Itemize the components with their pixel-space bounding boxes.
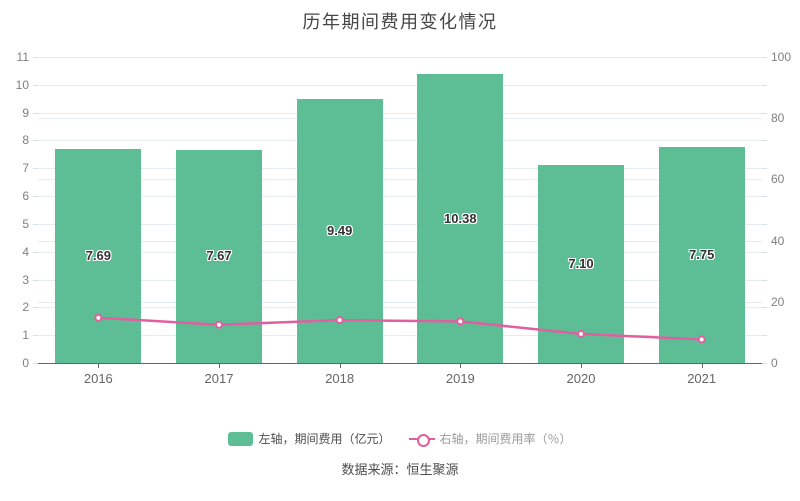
left-axis-tick (33, 168, 38, 170)
gridline-right-axis (38, 179, 762, 181)
gridline-left-axis (38, 196, 762, 198)
left-axis-tick (33, 84, 38, 86)
x-axis-tick (460, 363, 462, 368)
gridline-left-axis (38, 251, 762, 253)
gridline-left-axis (38, 335, 762, 337)
rate-point-2016 (94, 313, 103, 322)
left-axis-tick (33, 196, 38, 198)
right-axis-label: 0 (771, 356, 778, 370)
bar-series-swatch-icon (228, 432, 254, 446)
right-axis-tick (762, 196, 767, 198)
left-axis-label: 6 (22, 189, 29, 204)
gridline-right-axis (38, 301, 762, 303)
x-axis-label-2018: 2018 (325, 371, 355, 386)
bar-value-label: 10.38 (444, 210, 477, 226)
left-axis-label: 9 (22, 105, 29, 120)
left-axis-label: 11 (16, 50, 29, 64)
rate-point-2020 (577, 329, 585, 338)
gridline-left-axis (38, 140, 762, 142)
legend-label-bar-series: 左轴，期间费用（亿元） (258, 432, 391, 446)
data-source: 数据来源：恒生聚源 (341, 462, 459, 477)
right-axis-tick (762, 363, 767, 364)
bar-value-label: 7.75 (689, 247, 715, 263)
gridline-left-axis (38, 112, 762, 114)
x-axis-tick (219, 363, 220, 368)
x-axis-tick (98, 363, 100, 368)
right-axis-tick (762, 57, 767, 58)
bar-value-label: 9.49 (327, 223, 353, 238)
left-axis-label: 8 (22, 133, 29, 148)
gridline-right-axis (38, 57, 762, 58)
bar-value-label: 7.10 (568, 256, 594, 272)
rate-point-2021 (697, 335, 706, 344)
gridline-right-axis (38, 118, 762, 120)
bar-2019 (417, 74, 504, 363)
bar-value-label: 7.69 (85, 248, 111, 264)
rate-point-2017 (215, 320, 223, 329)
left-axis-label: 2 (22, 300, 29, 315)
x-axis-tick (701, 363, 703, 368)
right-axis-tick (762, 140, 767, 142)
right-axis-tick (762, 112, 767, 114)
left-axis-tick (33, 279, 38, 281)
left-axis-label: 5 (22, 216, 29, 231)
left-axis-tick (33, 307, 38, 309)
left-axis-tick (33, 57, 38, 58)
gridline-left-axis (38, 307, 762, 309)
right-axis-label: 20 (771, 294, 785, 309)
gridline-right-axis (38, 240, 762, 242)
rate-line-path (98, 316, 702, 341)
left-axis-label: 1 (22, 328, 29, 343)
right-axis-tick (762, 223, 767, 225)
left-axis-label: 10 (15, 77, 29, 92)
bar-value-label: 7.67 (206, 248, 232, 264)
legend: 左轴，期间费用（亿元） 右轴，期间费用率（％） (0, 431, 800, 447)
x-axis-line (38, 363, 762, 364)
right-axis-label: 40 (771, 233, 785, 248)
gridline-left-axis (38, 168, 762, 170)
x-axis-tick (339, 363, 341, 368)
left-axis-label: 3 (22, 272, 29, 287)
gridline-left-axis (38, 279, 762, 281)
x-axis-tick (581, 363, 582, 368)
right-axis-tick (762, 168, 767, 170)
right-axis-tick (762, 251, 767, 253)
right-axis-label: 100 (771, 50, 792, 64)
rate-point-2018 (335, 316, 344, 325)
right-axis-tick (762, 307, 767, 309)
left-axis-tick (33, 363, 38, 364)
x-axis-label-2020: 2020 (566, 371, 596, 386)
left-axis-tick (33, 251, 38, 253)
left-axis-tick (33, 140, 38, 142)
right-axis-label: 80 (771, 111, 785, 126)
left-axis-label: 7 (22, 161, 29, 176)
legend-item-bar-series[interactable]: 左轴，期间费用（亿元） (228, 431, 391, 447)
right-axis-label: 60 (771, 172, 785, 187)
gridline-left-axis (38, 84, 762, 86)
legend-item-line-series[interactable]: 右轴，期间费用率（％） (408, 431, 572, 447)
line-series-swatch-icon (408, 432, 435, 447)
x-axis-label-2019: 2019 (445, 371, 475, 386)
left-axis-label: 4 (22, 244, 29, 259)
gridline-left-axis (38, 223, 762, 225)
bar-2016 (55, 149, 142, 363)
left-axis-tick (33, 223, 38, 225)
right-axis-tick (762, 279, 767, 281)
bar-2021 (658, 147, 745, 363)
left-axis-label: 0 (22, 356, 29, 370)
right-axis-tick (762, 335, 767, 337)
right-axis-tick (762, 84, 767, 86)
legend-label-line-series: 右轴，期间费用率（％） (439, 432, 572, 446)
x-axis-label-2021: 2021 (687, 371, 717, 386)
left-axis-tick (33, 112, 38, 114)
x-axis-label-2017: 2017 (204, 371, 234, 386)
left-axis-tick (33, 335, 38, 337)
x-axis-label-2016: 2016 (83, 371, 113, 386)
rate-point-2019 (456, 317, 465, 326)
chart-title: 历年期间费用变化情况 (302, 12, 498, 32)
